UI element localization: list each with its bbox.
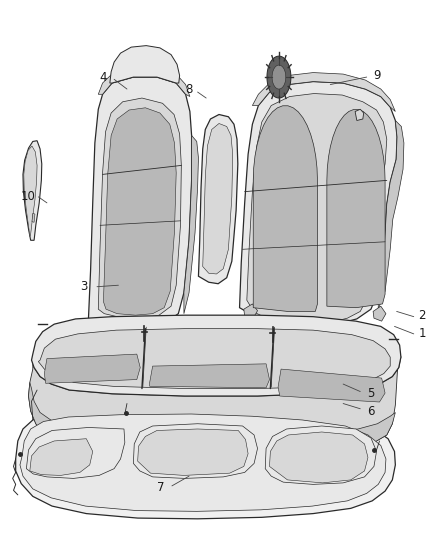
Polygon shape [269, 432, 368, 483]
Text: 3: 3 [81, 280, 88, 293]
Polygon shape [32, 213, 35, 222]
Polygon shape [30, 439, 93, 475]
Polygon shape [247, 93, 387, 325]
Polygon shape [32, 315, 401, 396]
Polygon shape [44, 354, 140, 383]
Text: 1: 1 [419, 327, 426, 341]
Polygon shape [110, 46, 180, 83]
Polygon shape [265, 426, 377, 484]
Text: 7: 7 [158, 481, 165, 494]
Polygon shape [134, 424, 258, 479]
Text: 9: 9 [374, 69, 381, 82]
Polygon shape [28, 349, 401, 450]
Polygon shape [23, 141, 42, 240]
Polygon shape [378, 120, 404, 309]
Polygon shape [272, 65, 286, 89]
Polygon shape [138, 429, 248, 475]
Polygon shape [150, 364, 269, 388]
Text: 6: 6 [367, 405, 374, 417]
Polygon shape [88, 77, 191, 326]
Text: 10: 10 [21, 190, 36, 204]
Text: 8: 8 [185, 83, 193, 95]
Polygon shape [91, 321, 103, 332]
Text: 2: 2 [419, 309, 426, 322]
Polygon shape [267, 56, 291, 98]
Polygon shape [28, 383, 396, 450]
Polygon shape [184, 135, 198, 314]
Polygon shape [373, 306, 386, 321]
Polygon shape [327, 109, 385, 308]
Polygon shape [203, 124, 233, 274]
Text: 5: 5 [367, 387, 374, 400]
Polygon shape [26, 427, 125, 479]
Polygon shape [278, 369, 385, 402]
Polygon shape [39, 329, 390, 389]
Polygon shape [98, 98, 181, 318]
Polygon shape [16, 409, 396, 519]
Polygon shape [98, 68, 190, 96]
Polygon shape [253, 106, 318, 311]
Text: 4: 4 [100, 70, 107, 84]
Polygon shape [103, 108, 176, 315]
Polygon shape [355, 109, 364, 120]
Polygon shape [24, 146, 37, 237]
Polygon shape [244, 304, 258, 318]
Polygon shape [176, 317, 188, 333]
Polygon shape [20, 414, 386, 511]
Polygon shape [252, 72, 396, 111]
Polygon shape [240, 82, 397, 327]
Polygon shape [198, 115, 238, 284]
